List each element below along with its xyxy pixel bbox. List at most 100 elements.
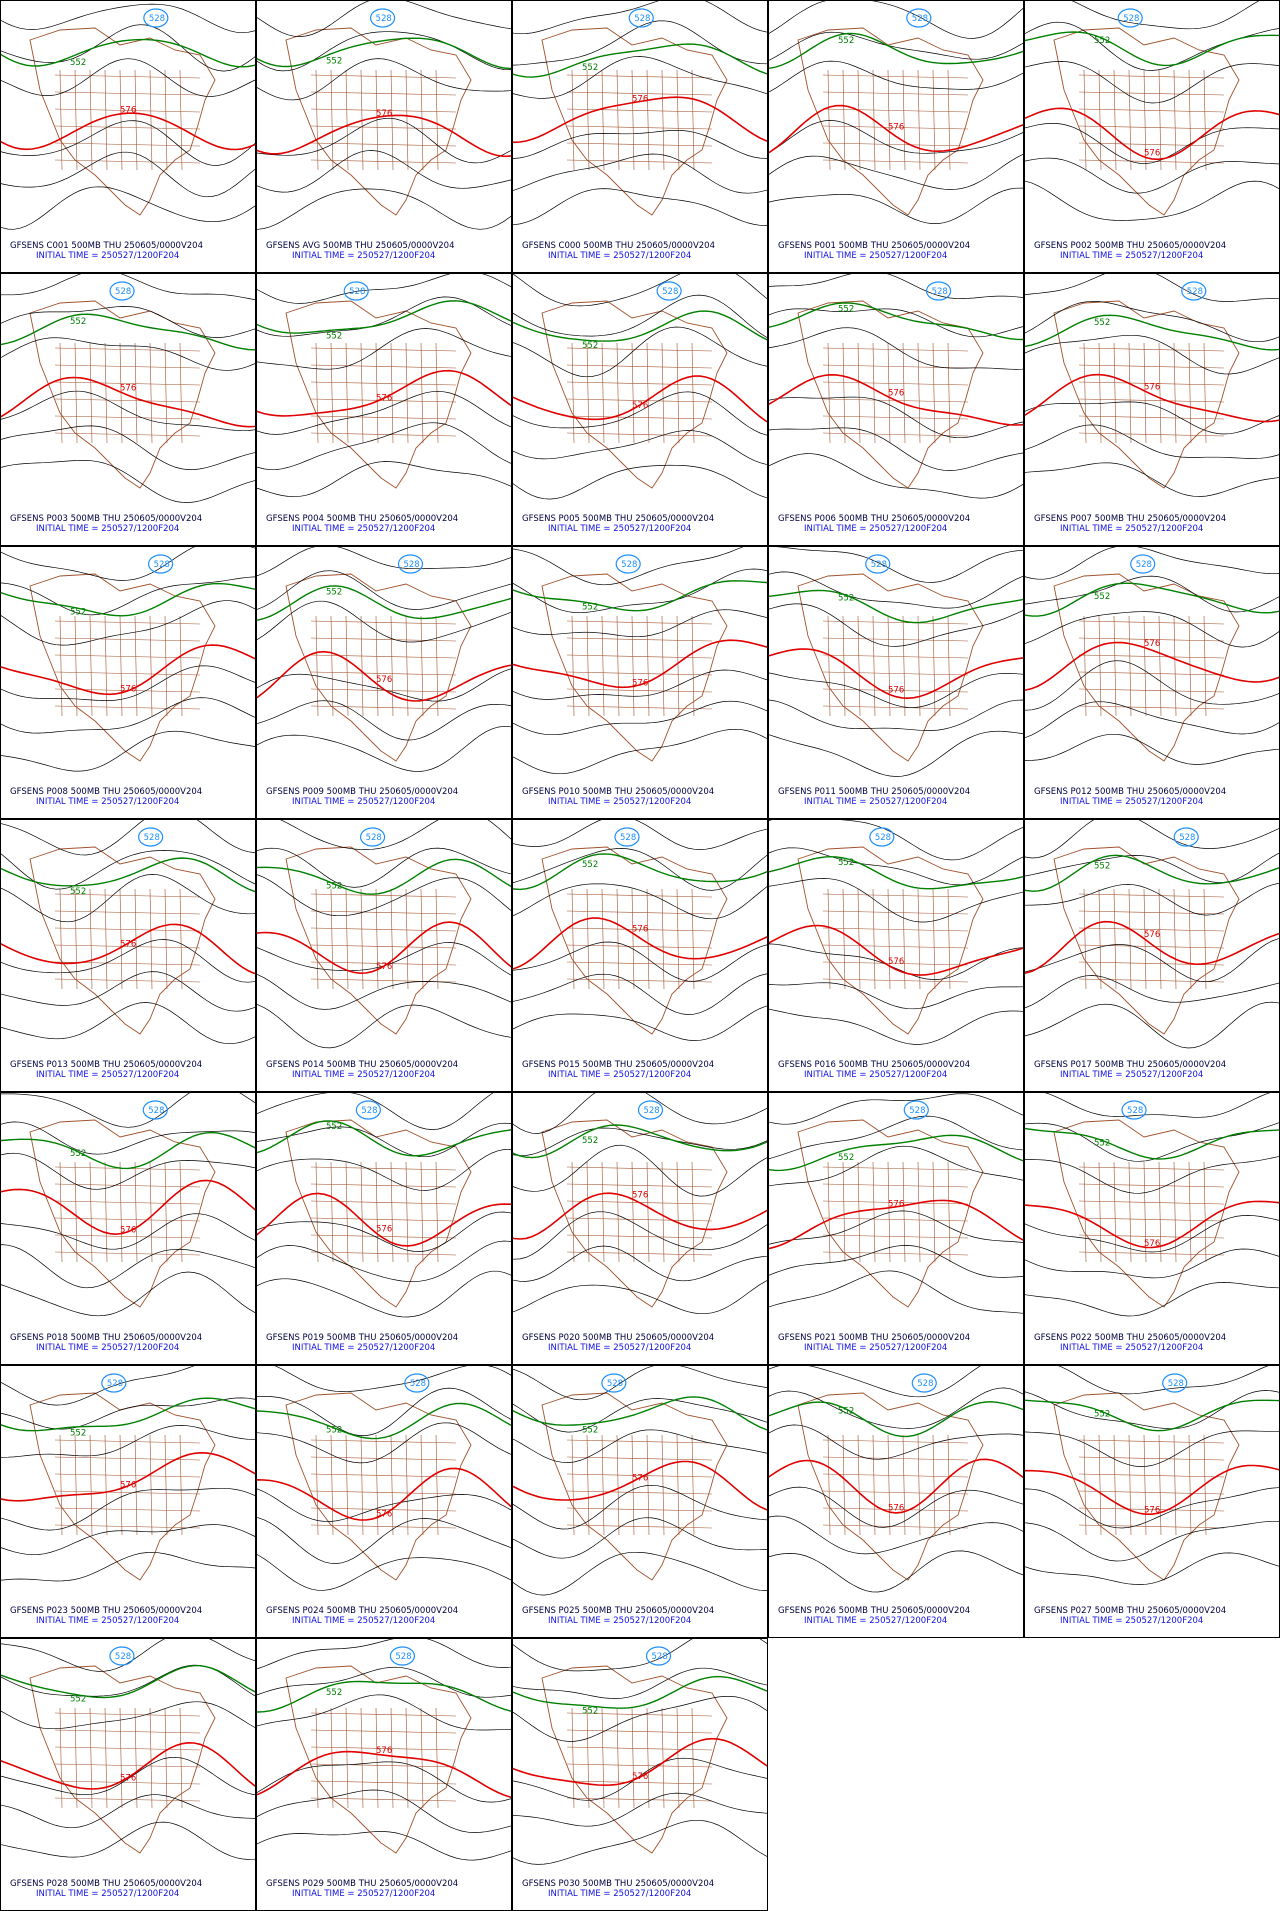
state-border [310,1763,457,1768]
contour-552 [1024,582,1280,617]
state-border [822,1473,969,1478]
map-area: 552 576 528 [512,0,768,226]
state-border [1188,342,1192,444]
contour [512,973,768,1015]
state-border [822,927,969,932]
state-border [345,1434,349,1536]
state-border [345,1161,349,1263]
state-border [390,1161,394,1263]
state-border [842,69,846,171]
state-border [54,1746,201,1751]
state-border [822,637,969,642]
state-border [310,910,457,915]
contour [512,1279,768,1315]
contour-576 [1024,373,1280,423]
contour-label: 552 [582,1425,598,1435]
contour [512,1792,768,1827]
state-border [646,1161,650,1263]
initial-time: INITIAL TIME = 250527/1200F204 [36,251,179,261]
state-border [89,1434,93,1536]
state-border [902,342,906,444]
state-border [586,1434,590,1536]
state-border [1098,342,1102,444]
state-border [566,1183,713,1188]
contour [256,1789,512,1833]
state-border [1098,1434,1102,1536]
contour [512,1517,768,1559]
map-panel: 552 576 528 GFSENS P009 500MB THU 250605/00… [256,546,512,819]
contour [768,1486,1024,1528]
map-area: 552 576 528 [768,0,1024,224]
state-border [616,1161,620,1263]
state-border [310,671,457,676]
state-border [566,927,713,932]
state-border [54,671,201,676]
map-panel: 552 576 528 GFSENS P001 500MB THU 250605/00… [768,0,1024,273]
contour-576 [768,648,1024,700]
contour [256,1122,512,1158]
contour-528 [1121,1100,1147,1120]
contour-label: 552 [326,881,342,891]
contour [1024,1430,1280,1467]
panel-title: GFSENS P026 500MB THU 250605/0000V204 [778,1606,970,1616]
contour [768,0,1024,39]
state-border [89,69,93,171]
contour-label: 552 [582,1706,598,1716]
state-border [54,893,201,898]
state-border [54,1217,201,1222]
contour-528 [614,827,640,847]
state-border [857,342,861,444]
state-border [566,108,713,113]
state-border [917,1161,921,1263]
state-border [586,888,590,990]
contour-label: 552 [582,603,598,613]
state-border [164,342,168,444]
state-border [360,1707,364,1809]
coastline [1053,573,1240,762]
state-border [1173,69,1177,171]
map-panel: 552 576 528 GFSENS P011 500MB THU 250605/00… [768,546,1024,819]
state-border [164,1161,168,1263]
state-border [104,1707,108,1809]
contour [1024,273,1280,302]
state-border [345,1707,349,1809]
initial-time: INITIAL TIME = 250527/1200F204 [36,1889,179,1899]
contour [256,1211,512,1252]
contour-528 [1117,8,1143,28]
contour [1024,1552,1280,1585]
contour-label: 576 [1144,1506,1160,1516]
state-border [1173,1161,1177,1263]
contour-label: 576 [1144,930,1160,940]
state-border [1143,69,1147,171]
state-border [315,1434,319,1536]
contour-label: 552 [70,608,86,618]
state-border [571,342,575,444]
state-border [566,1456,713,1461]
coastline [285,1665,472,1854]
contour [0,1365,198,1406]
state-border [932,1434,936,1536]
contour [512,430,768,465]
initial-time: INITIAL TIME = 250527/1200F204 [36,524,179,534]
state-border [1188,888,1192,990]
state-border [420,615,424,717]
contour [512,1092,768,1134]
initial-time: INITIAL TIME = 250527/1200F204 [1060,1070,1203,1080]
panel-border [256,273,512,546]
coastline [797,573,984,762]
state-border [887,1434,891,1536]
contour [512,1551,768,1596]
state-border [842,888,846,990]
state-border [822,944,969,949]
panel-border [512,819,768,1092]
state-border [375,888,379,990]
state-border [566,1217,713,1222]
contour [512,1757,768,1801]
contour-label: 576 [632,1772,648,1782]
state-border [405,888,409,990]
contour-528 [1130,554,1156,574]
state-border [1078,1183,1225,1188]
contour-552 [1024,854,1280,892]
contour-552 [256,1402,512,1440]
contour [1024,180,1280,221]
